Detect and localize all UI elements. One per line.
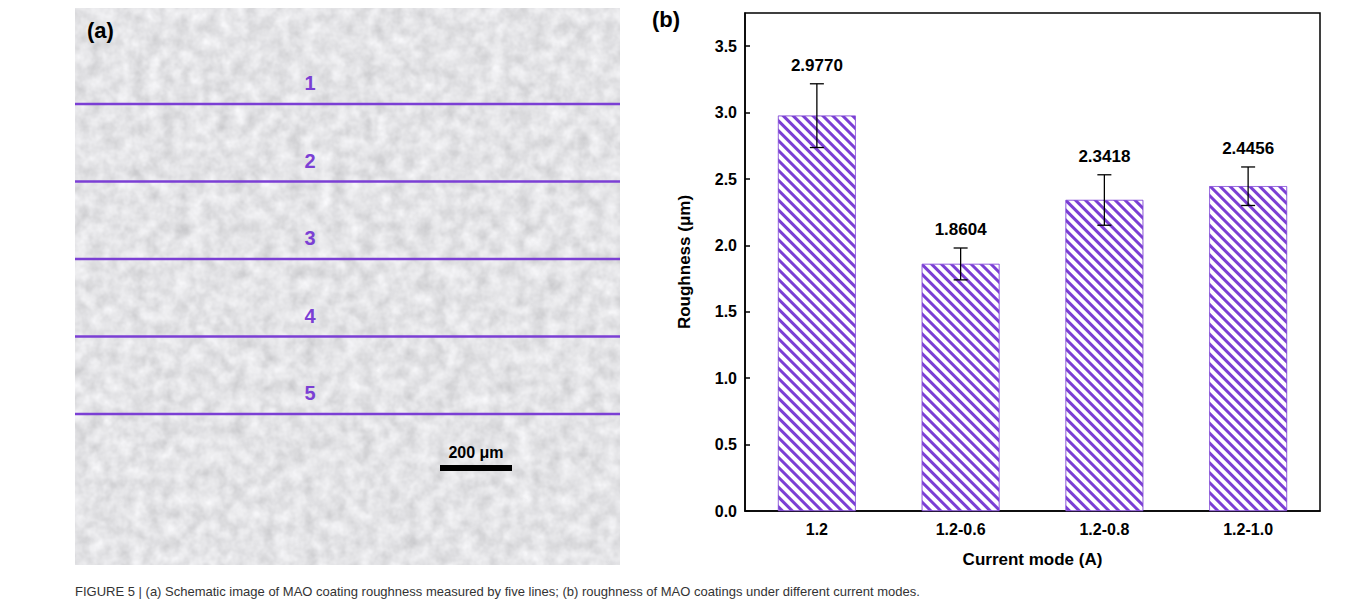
- svg-text:4: 4: [304, 305, 316, 327]
- svg-text:2: 2: [304, 150, 315, 172]
- svg-text:1: 1: [304, 72, 315, 94]
- svg-text:2.4456: 2.4456: [1222, 139, 1274, 158]
- svg-text:2.0: 2.0: [715, 237, 737, 254]
- svg-text:200 μm: 200 μm: [448, 444, 503, 461]
- svg-text:5: 5: [304, 382, 315, 404]
- svg-text:2.5: 2.5: [715, 171, 737, 188]
- svg-text:2.9770: 2.9770: [791, 56, 843, 75]
- svg-text:(a): (a): [87, 18, 114, 43]
- svg-text:3.5: 3.5: [715, 38, 737, 55]
- svg-text:0.0: 0.0: [715, 503, 737, 520]
- svg-text:1.2-0.8: 1.2-0.8: [1079, 521, 1129, 538]
- svg-text:(b): (b): [652, 7, 680, 32]
- svg-text:1.0: 1.0: [715, 370, 737, 387]
- svg-text:1.2-0.6: 1.2-0.6: [936, 521, 986, 538]
- svg-text:1.5: 1.5: [715, 303, 737, 320]
- svg-text:1.2: 1.2: [806, 521, 828, 538]
- svg-text:1.2-1.0: 1.2-1.0: [1223, 521, 1273, 538]
- svg-text:1.8604: 1.8604: [935, 220, 988, 239]
- svg-text:Current mode (A): Current mode (A): [963, 550, 1103, 569]
- svg-text:3.0: 3.0: [715, 104, 737, 121]
- svg-text:0.5: 0.5: [715, 436, 737, 453]
- svg-text:Roughness (μm): Roughness (μm): [675, 195, 694, 329]
- html-text:FIGURE 5 | (a) Schematic image: FIGURE 5 | (a) Schematic image of MAO co…: [75, 584, 920, 599]
- svg-text:3: 3: [304, 227, 315, 249]
- svg-text:2.3418: 2.3418: [1078, 147, 1130, 166]
